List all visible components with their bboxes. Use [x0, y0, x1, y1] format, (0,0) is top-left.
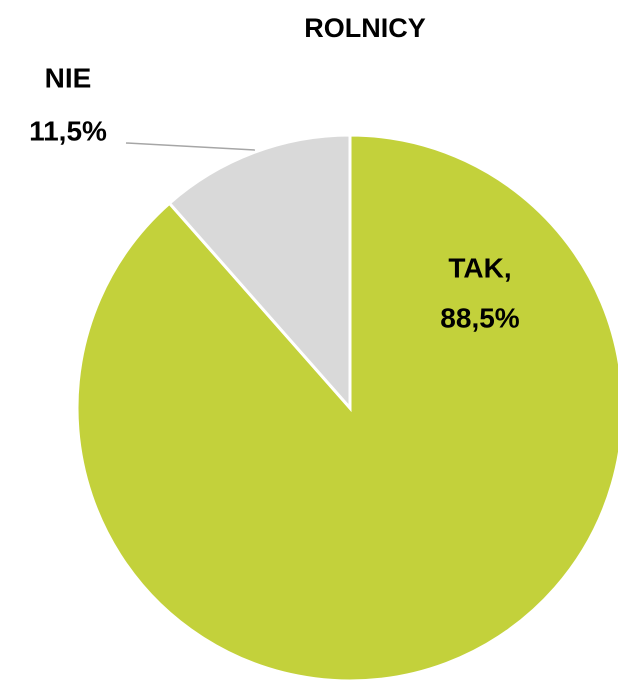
slice-label: TAK, — [448, 252, 511, 283]
leader-line — [125, 142, 256, 151]
slice-label: NIE — [45, 62, 92, 93]
value-label: 11,5% — [29, 115, 107, 146]
pie-slice — [167, 133, 352, 412]
pie-slice — [75, 133, 618, 680]
value-label: 88,5% — [440, 302, 519, 333]
chart-title: ROLNICY — [304, 13, 426, 43]
